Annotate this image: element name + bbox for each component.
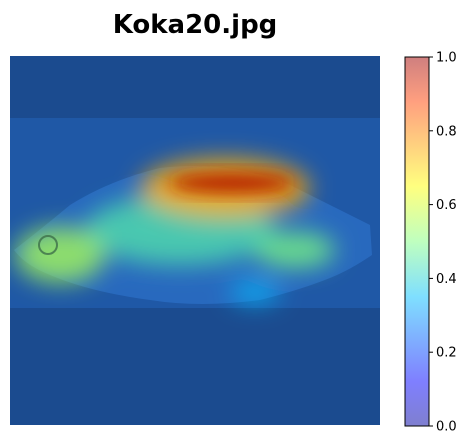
colorbar-ticks: 0.0 0.2 0.4 0.6 0.8 1.0 <box>429 51 457 435</box>
heat-region-belly-fins <box>230 280 280 304</box>
colorbar-tick-label: 0.8 <box>436 124 457 139</box>
colorbar-tick-label: 0.0 <box>436 420 457 435</box>
colorbar: 0.0 0.2 0.4 0.6 0.8 1.0 <box>404 51 457 435</box>
hot-layer <box>170 173 294 193</box>
heat-region-caudal-peduncle <box>255 232 335 268</box>
heat-region-head <box>15 227 105 283</box>
colorbar-tick-label: 1.0 <box>436 51 457 66</box>
chart-title: Koka20.jpg <box>113 10 278 40</box>
plot-area <box>10 56 380 425</box>
colorbar-tick-label: 0.2 <box>436 346 457 361</box>
colorbar-tick-label: 0.6 <box>436 198 457 213</box>
colorbar-tick-label: 0.4 <box>436 272 457 287</box>
heat-layer <box>15 158 335 304</box>
heat-region-dorsal-band-above-body <box>170 173 294 193</box>
fish-eye <box>38 235 58 255</box>
colorbar-gradient <box>404 56 430 427</box>
